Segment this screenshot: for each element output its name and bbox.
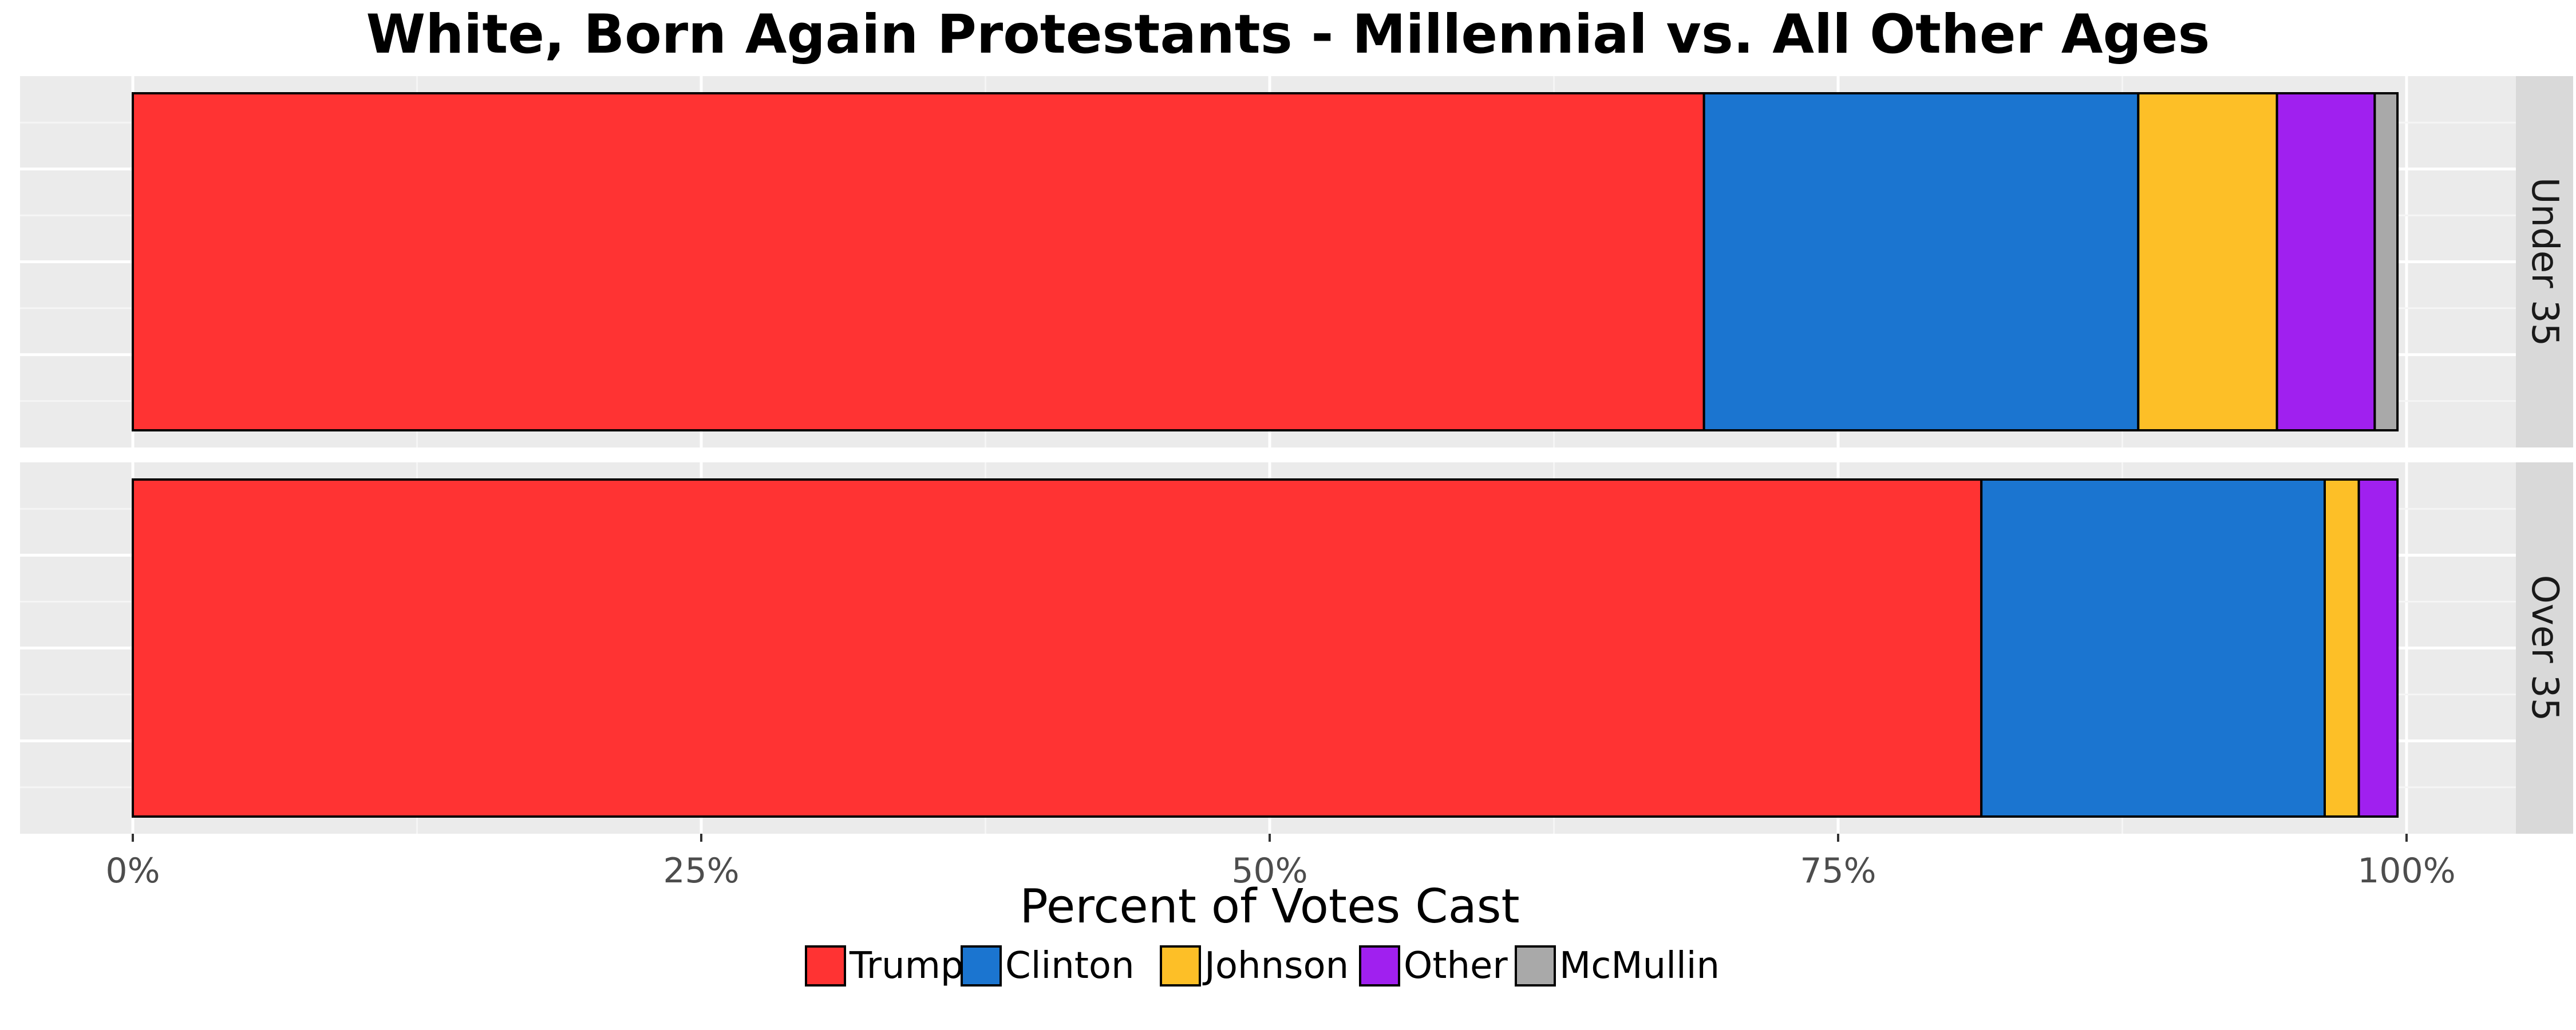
- legend-item-other: Other: [1359, 945, 1508, 987]
- bar-segment-clinton: [1702, 92, 2140, 431]
- facet-panel: Over 35: [20, 462, 2573, 834]
- x-tick-label: 100%: [2357, 851, 2456, 891]
- legend-item-clinton: Clinton: [961, 945, 1135, 987]
- x-axis-title: Percent of Votes Cast: [1020, 880, 1519, 934]
- x-axis-ticks: 0% 25% 50% 75% 100%: [105, 834, 2456, 891]
- bar-segment-johnson: [2324, 478, 2360, 818]
- bar-segment-trump: [132, 478, 1983, 818]
- legend-key: [805, 945, 846, 987]
- legend-label: Johnson: [1202, 945, 1349, 987]
- legend-label: McMullin: [1559, 945, 1720, 987]
- legend-item-trump: Trump: [805, 945, 964, 987]
- chart-title: White, Born Again Protestants - Millenni…: [366, 3, 2210, 66]
- bar-segment-other: [2357, 478, 2399, 818]
- facet-strip-label: Over 35: [2523, 575, 2566, 722]
- bar-segment-mcmullin: [2373, 92, 2399, 431]
- legend: Trump Clinton Johnson Other McMullin: [805, 945, 1720, 987]
- legend-label: Trump: [849, 945, 964, 987]
- legend-key: [1515, 945, 1556, 987]
- legend-label: Other: [1404, 945, 1508, 987]
- legend-key: [1160, 945, 1201, 987]
- facet-strip: [2516, 462, 2573, 834]
- x-tick-label: 25%: [663, 851, 739, 891]
- facet-panels: Under 35 Over 35: [20, 76, 2573, 834]
- bar-segment-other: [2275, 92, 2376, 431]
- bar-segment-trump: [132, 92, 1705, 431]
- facet-strip-label: Under 35: [2523, 177, 2566, 347]
- facet-panel: Under 35: [20, 76, 2573, 447]
- legend-key: [1359, 945, 1400, 987]
- facet-strip: [2516, 76, 2573, 447]
- legend-key: [961, 945, 1002, 987]
- x-tick-label: 0%: [105, 851, 160, 891]
- legend-item-mcmullin: McMullin: [1515, 945, 1720, 987]
- bar-segment-johnson: [2137, 92, 2278, 431]
- legend-label: Clinton: [1005, 945, 1135, 987]
- x-tick-label: 75%: [1800, 851, 1876, 891]
- bar-segment-clinton: [1980, 478, 2326, 818]
- legend-item-johnson: Johnson: [1160, 945, 1349, 987]
- x-tick-label: 50%: [1231, 851, 1307, 891]
